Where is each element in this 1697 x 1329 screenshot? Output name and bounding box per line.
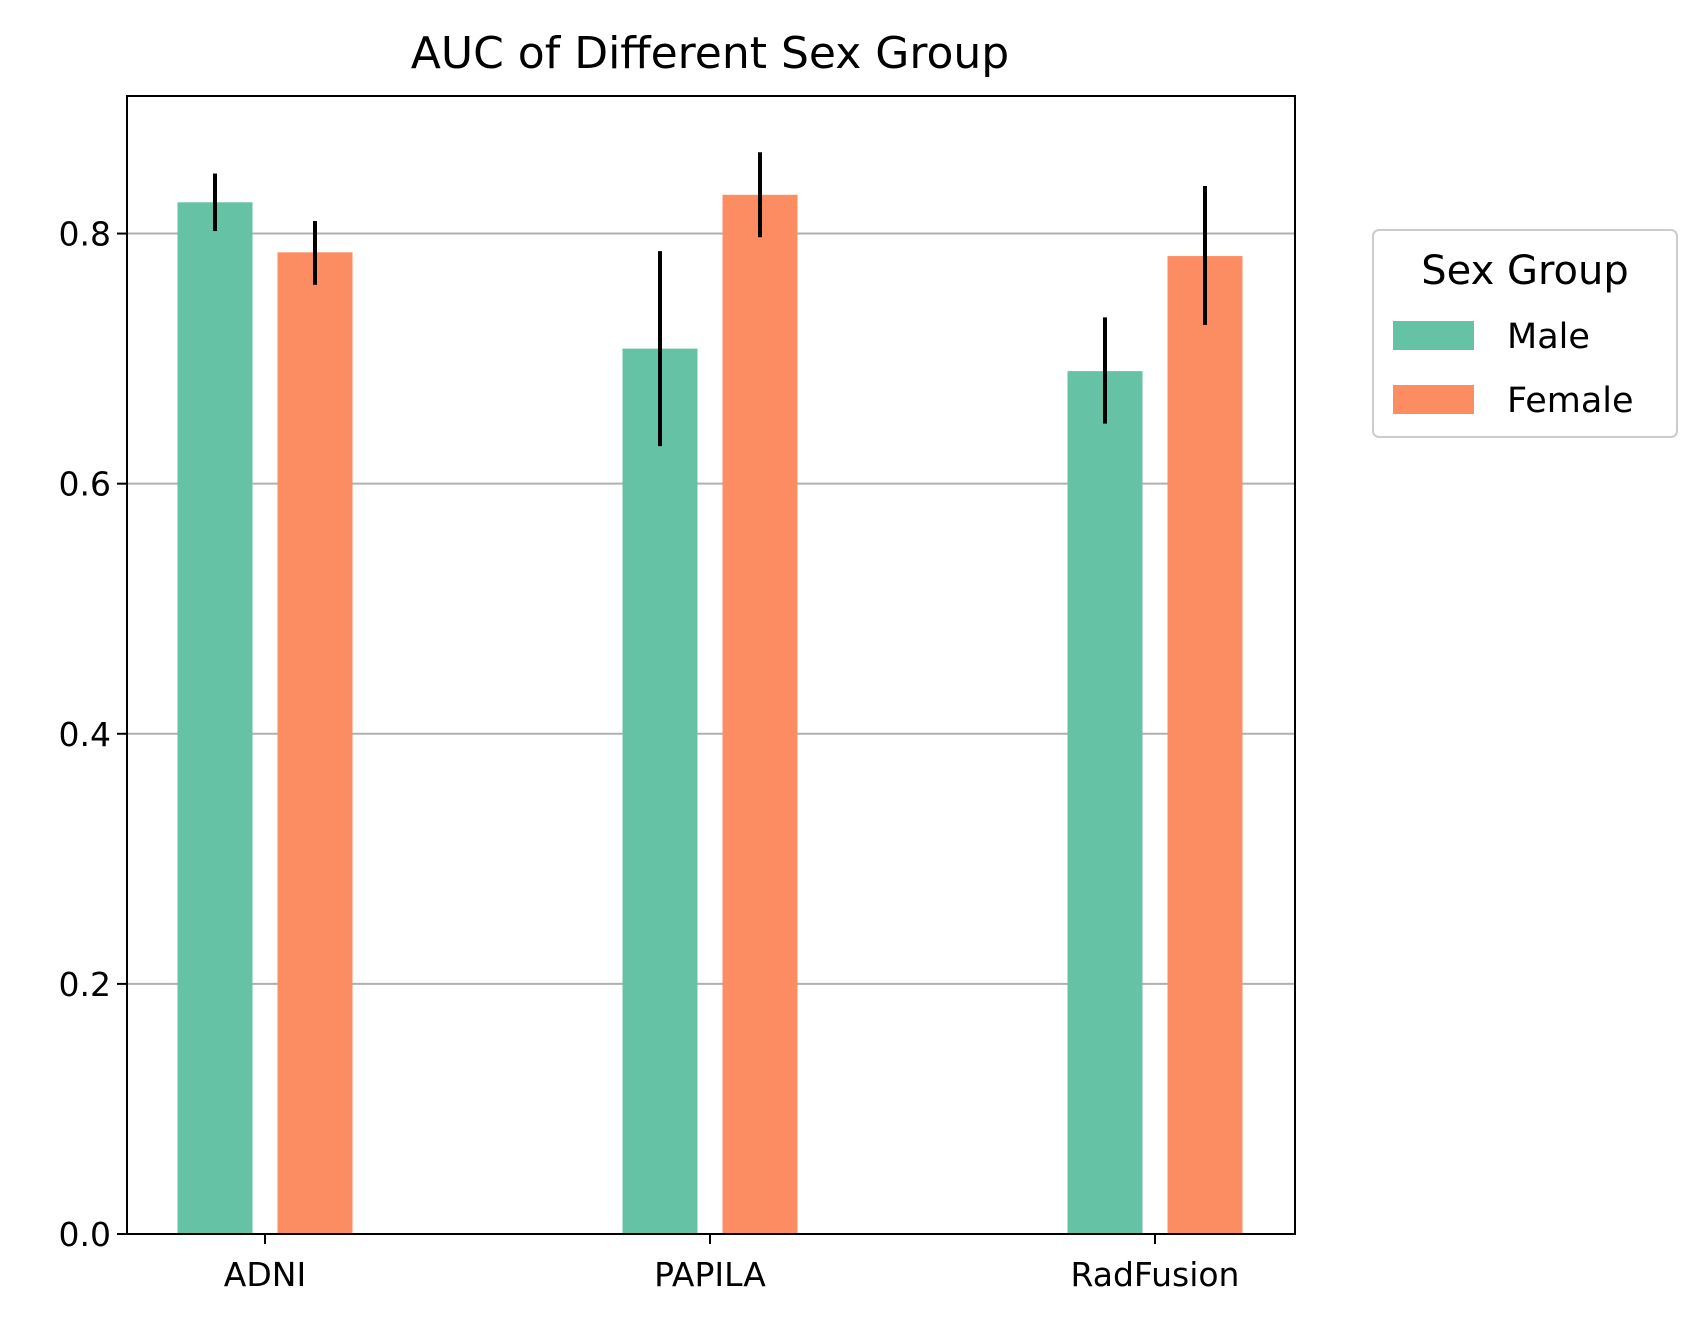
bar-male-papila	[622, 348, 698, 1235]
bar-female-radfusion	[1167, 256, 1243, 1235]
legend-title: Sex Group	[1421, 248, 1628, 294]
y-tick-label-4: 0.8	[59, 215, 111, 254]
bar-female-adni	[277, 252, 353, 1235]
y-tick-label-2: 0.4	[59, 715, 111, 754]
legend-swatch-male	[1393, 321, 1474, 350]
bar-male-adni	[177, 202, 253, 1234]
chart-title: AUC of Different Sex Group	[411, 28, 1009, 79]
y-tick-label-3: 0.6	[59, 465, 111, 504]
y-tick-label-0: 0.0	[59, 1215, 111, 1254]
x-tick-label-1: PAPILA	[654, 1255, 766, 1294]
legend-label-male: Male	[1507, 317, 1590, 357]
y-axis: 0.0 0.2 0.4 0.6 0.8	[59, 215, 127, 1254]
x-tick-label-0: ADNI	[224, 1255, 306, 1294]
bar-female-papila	[722, 194, 798, 1234]
y-tick-label-1: 0.2	[59, 965, 111, 1004]
bar-male-radfusion	[1067, 371, 1143, 1235]
x-tick-label-2: RadFusion	[1071, 1255, 1240, 1294]
error-bars	[213, 152, 1207, 447]
legend-swatch-female	[1393, 385, 1474, 414]
legend-label-female: Female	[1507, 381, 1634, 421]
x-axis: ADNI PAPILA RadFusion	[224, 1234, 1240, 1294]
bars	[177, 194, 1243, 1235]
legend: Sex Group Male Female	[1372, 229, 1678, 438]
